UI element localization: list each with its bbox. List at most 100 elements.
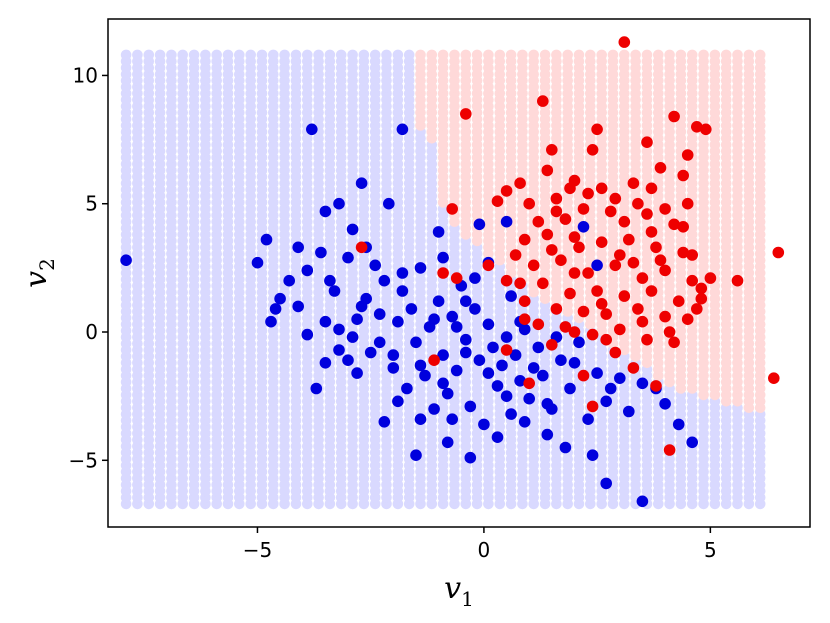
blue-data-point (500, 331, 513, 343)
blue-data-point (446, 310, 459, 323)
red-data-point (568, 326, 581, 338)
red-data-point (641, 333, 653, 346)
blue-data-point (491, 380, 504, 392)
blue-data-point (686, 436, 698, 449)
blue-data-point (373, 336, 386, 349)
red-data-point (772, 246, 785, 259)
red-data-point (668, 110, 680, 123)
red-data-point (595, 182, 608, 195)
red-data-point (681, 313, 694, 326)
grid-point (245, 49, 256, 61)
blue-data-point (518, 416, 531, 428)
grid-point (619, 49, 630, 61)
blue-data-point (432, 295, 445, 308)
grid-point (302, 49, 313, 61)
blue-data-point (478, 418, 490, 431)
blue-data-point (396, 285, 409, 297)
red-data-point (532, 215, 545, 228)
red-data-point (577, 203, 590, 215)
grid-point (166, 49, 177, 61)
blue-data-point (469, 303, 481, 315)
red-data-point (618, 36, 631, 48)
red-data-point (537, 95, 549, 107)
grid-point (279, 49, 290, 61)
red-data-point (618, 290, 631, 302)
blue-data-point (623, 405, 635, 418)
blue-data-point (410, 449, 422, 462)
blue-data-point (319, 315, 332, 328)
blue-data-point (283, 274, 296, 287)
red-data-point (550, 205, 563, 218)
red-data-point (568, 267, 581, 279)
blue-data-point (346, 331, 359, 343)
blue-data-point (360, 292, 373, 305)
red-data-point (527, 259, 540, 272)
red-data-point (586, 144, 599, 156)
blue-data-point (523, 392, 535, 405)
red-data-point (509, 249, 522, 261)
grid-point (732, 49, 743, 61)
red-data-point (645, 285, 658, 297)
blue-data-point (582, 413, 594, 426)
blue-data-point (469, 272, 481, 284)
y-tick-label: 5 (85, 192, 98, 216)
blue-data-point (659, 398, 671, 410)
grid-point (505, 49, 517, 61)
red-data-point (546, 339, 558, 351)
blue-data-point (383, 197, 395, 210)
grid-point (653, 49, 664, 61)
red-data-point (627, 362, 640, 374)
red-data-point (518, 233, 531, 246)
red-data-point (695, 282, 708, 295)
red-data-point (546, 244, 558, 256)
red-data-point (672, 295, 685, 308)
red-data-point (609, 192, 622, 205)
grid-point (573, 49, 585, 61)
grid-point (290, 49, 302, 61)
red-data-point (523, 197, 535, 210)
blue-data-point (396, 123, 409, 136)
blue-data-point (491, 431, 504, 444)
red-data-point (555, 254, 567, 266)
red-data-point (577, 305, 590, 318)
red-data-point (541, 164, 554, 177)
grid-point (483, 49, 494, 61)
red-data-point (586, 328, 599, 341)
blue-data-point (604, 382, 617, 395)
grid-point (449, 49, 460, 61)
red-data-point (600, 333, 612, 346)
red-data-point (768, 372, 780, 385)
blue-data-point (292, 241, 305, 254)
red-data-point (641, 136, 653, 148)
blue-data-point (450, 321, 463, 333)
blue-data-point (591, 259, 603, 272)
red-data-point (650, 241, 662, 254)
blue-data-point (306, 123, 318, 136)
red-data-point (514, 177, 526, 189)
grid-point (698, 49, 709, 61)
grid-point (551, 49, 562, 61)
red-data-point (627, 256, 640, 269)
blue-data-point (532, 341, 545, 354)
red-data-point (663, 444, 676, 456)
red-data-point (645, 182, 658, 195)
grid-point (641, 49, 653, 61)
blue-data-point (564, 382, 576, 395)
blue-data-point (260, 233, 273, 246)
blue-data-point (328, 285, 341, 297)
red-data-point (523, 377, 535, 390)
blue-data-point (355, 177, 368, 189)
blue-data-point (301, 264, 314, 277)
grid-point (381, 49, 392, 61)
blue-data-point (555, 354, 567, 367)
blue-data-point (392, 395, 404, 408)
red-data-point (731, 274, 744, 287)
blue-data-point (319, 357, 332, 369)
blue-data-point (482, 318, 495, 331)
red-data-point (568, 231, 581, 243)
red-data-point (659, 310, 671, 323)
red-data-point (446, 203, 459, 215)
red-data-point (668, 336, 680, 349)
y-tick-label: −5 (69, 448, 98, 472)
red-data-point (550, 303, 563, 315)
